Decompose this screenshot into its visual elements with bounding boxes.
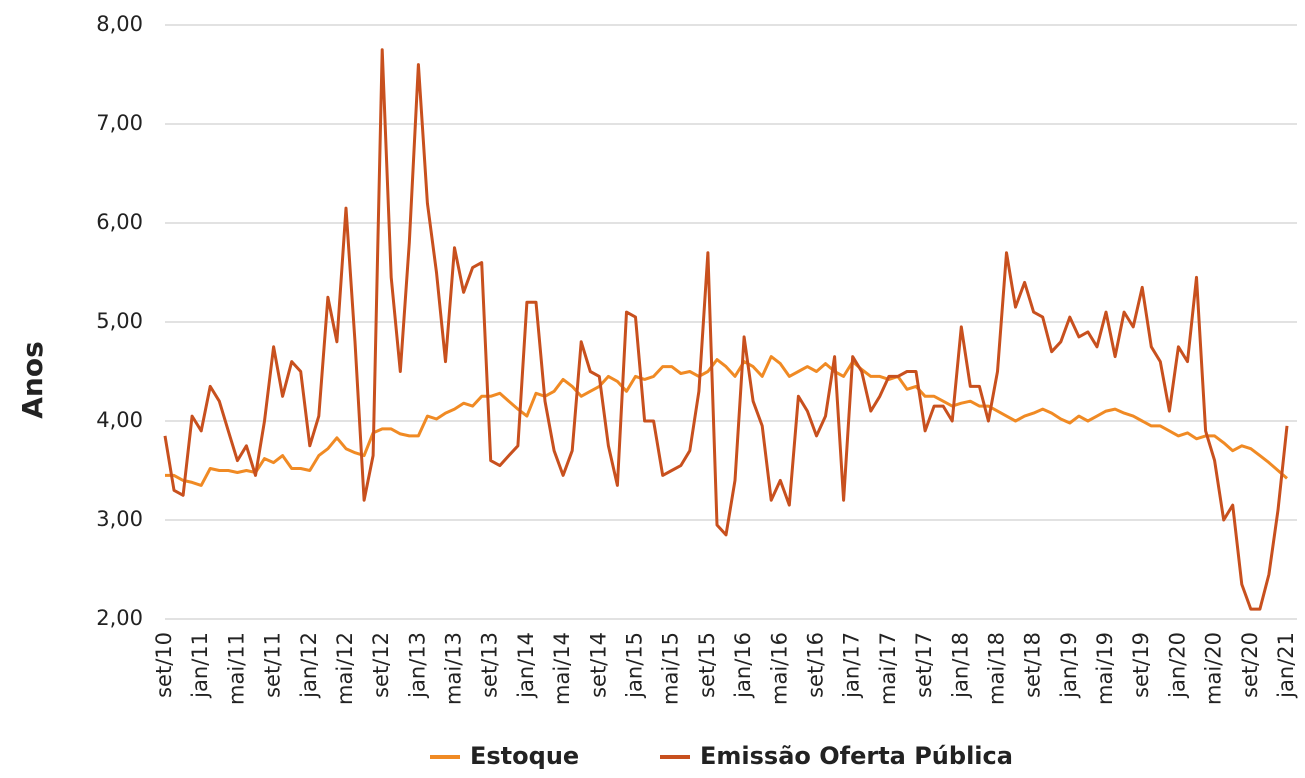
x-tick-label: jan/21 — [1274, 632, 1298, 699]
x-tick-label: mai/20 — [1202, 632, 1226, 705]
x-tick-label: set/16 — [803, 632, 827, 698]
x-tick-label: mai/16 — [767, 632, 791, 705]
y-tick-label: 7,00 — [96, 111, 143, 135]
x-tick-label: jan/11 — [188, 632, 212, 699]
legend-label: Emissão Oferta Pública — [700, 742, 1013, 770]
y-tick-label: 8,00 — [96, 12, 143, 36]
x-tick-label: set/13 — [478, 632, 502, 698]
x-tick-label: set/12 — [369, 632, 393, 698]
legend-label: Estoque — [470, 742, 579, 770]
x-tick-label: set/18 — [1021, 632, 1045, 698]
x-tick-label: jan/18 — [948, 632, 972, 699]
x-tick-label: mai/12 — [333, 632, 357, 705]
line-series — [163, 48, 1289, 611]
x-tick-label: jan/14 — [514, 632, 538, 699]
x-tick-label: mai/17 — [876, 632, 900, 705]
x-tick-label: set/14 — [586, 632, 610, 698]
x-tick-label: jan/19 — [1057, 632, 1081, 699]
y-axis-title: Anos — [16, 341, 49, 419]
x-tick-label: jan/13 — [405, 632, 429, 699]
y-tick-label: 3,00 — [96, 507, 143, 531]
x-tick-label: jan/17 — [840, 632, 864, 699]
x-tick-label: set/17 — [912, 632, 936, 698]
x-tick-label: jan/16 — [731, 632, 755, 699]
line-series — [165, 355, 1288, 487]
x-tick-label: jan/15 — [623, 632, 647, 699]
x-tick-label: mai/13 — [442, 632, 466, 705]
x-tick-label: set/19 — [1129, 632, 1153, 698]
x-tick-label: jan/20 — [1165, 632, 1189, 699]
y-tick-label: 5,00 — [96, 309, 143, 333]
x-tick-label: mai/19 — [1093, 632, 1117, 705]
y-tick-label: 4,00 — [96, 408, 143, 432]
x-tick-label: mai/15 — [659, 632, 683, 705]
x-tick-label: set/11 — [261, 632, 285, 698]
x-tick-label: set/10 — [152, 632, 176, 698]
x-tick-label: jan/12 — [297, 632, 321, 699]
x-tick-label: mai/18 — [984, 632, 1008, 705]
x-tick-label: mai/11 — [224, 632, 248, 705]
x-tick-label: set/20 — [1238, 632, 1262, 698]
y-tick-label: 6,00 — [96, 210, 143, 234]
x-tick-label: mai/14 — [550, 632, 574, 705]
y-tick-label: 2,00 — [96, 606, 143, 630]
x-tick-label: set/15 — [695, 632, 719, 698]
